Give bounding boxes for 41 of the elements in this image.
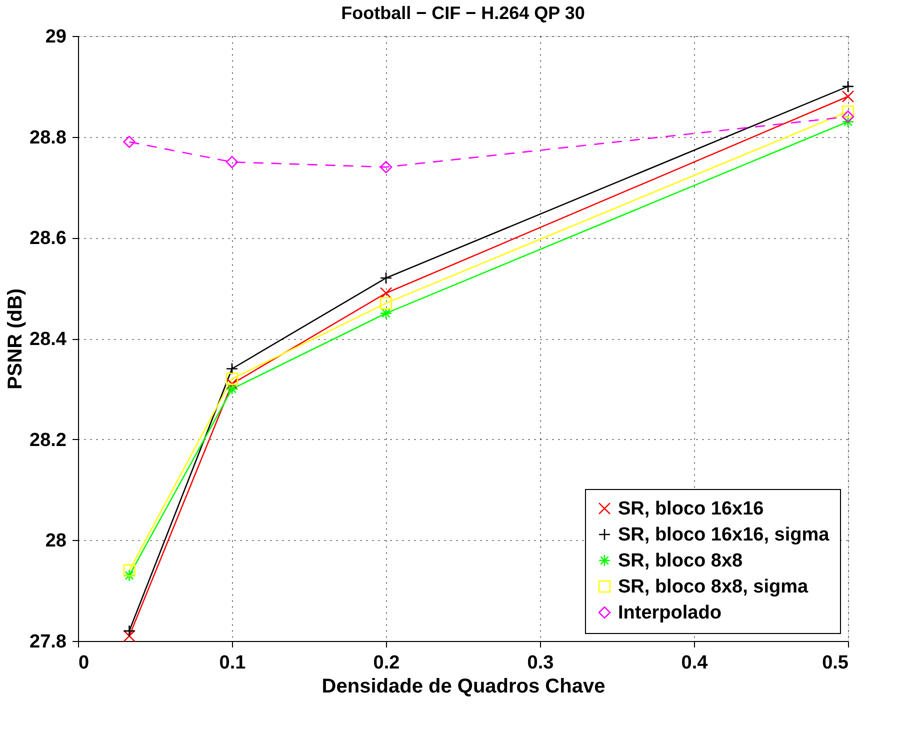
x-axis-title: Densidade de Quadros Chave xyxy=(322,676,606,698)
y-tick-label: 28.6 xyxy=(30,228,66,250)
point xyxy=(842,110,854,123)
legend-label: SR, bloco 16x16, sigma xyxy=(618,524,830,546)
point xyxy=(123,569,136,582)
point xyxy=(842,90,854,103)
point xyxy=(842,80,854,93)
point xyxy=(380,307,392,320)
point xyxy=(842,116,854,128)
point xyxy=(226,382,238,396)
legend-label: SR, bloco 8x8, sigma xyxy=(618,576,808,598)
point xyxy=(226,372,238,385)
x-tick-label: 0.5 xyxy=(822,652,849,674)
point xyxy=(123,624,136,638)
point xyxy=(226,362,238,375)
x-tick-label: 0.2 xyxy=(373,652,400,674)
point xyxy=(226,156,238,168)
y-tick-label: 28.8 xyxy=(30,127,66,148)
point xyxy=(123,564,136,577)
point xyxy=(380,297,392,310)
y-axis-title: PSNR (dB) xyxy=(4,288,27,390)
point xyxy=(380,272,392,284)
point xyxy=(123,136,136,148)
point xyxy=(380,287,392,300)
x-tick-label: 0.1 xyxy=(219,652,246,674)
point xyxy=(123,630,136,642)
y-tick-label: 27.8 xyxy=(30,632,66,652)
legend-label: SR, bloco 8x8 xyxy=(618,550,743,572)
chart-title: Football − CIF − H.264 QP 30 xyxy=(341,3,585,23)
x-tick-label: 0 xyxy=(78,652,90,674)
x-tick-label: 0.4 xyxy=(681,652,708,674)
legend-label: SR, bloco 16x16 xyxy=(618,498,764,520)
point xyxy=(380,160,392,174)
y-tick-label: 28.4 xyxy=(30,329,67,350)
point xyxy=(226,378,238,390)
legend-label: Interpolado xyxy=(618,602,722,624)
y-tick-label: 28 xyxy=(45,530,66,552)
y-tick-label: 29 xyxy=(45,26,66,48)
y-tick-label: 28.2 xyxy=(30,430,66,451)
point xyxy=(842,106,854,118)
x-tick-label: 0.3 xyxy=(527,652,554,674)
